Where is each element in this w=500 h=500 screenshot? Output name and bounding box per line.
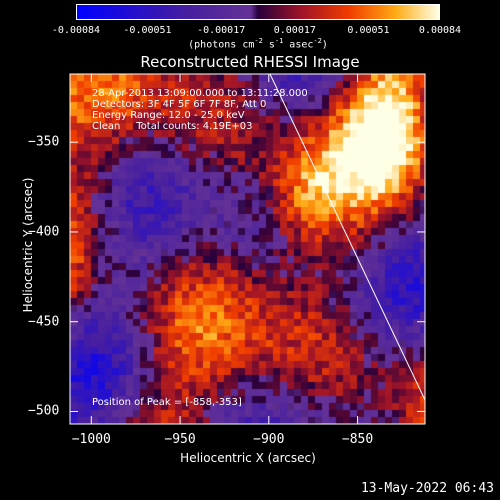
x-tick-label: −900 — [253, 432, 285, 447]
annotation-time: 28-Apr-2013 13:09:00.000 to 13:11:28.000 — [92, 88, 308, 99]
annotation-counts: Clean Total counts: 4.19E+03 — [92, 121, 253, 132]
colorbar-tick-label: -0.00084 — [51, 25, 101, 36]
colorbar-tick-label: 0.00017 — [273, 25, 316, 36]
colorbar-tick-label: -0.00051 — [123, 25, 172, 36]
footer-date: 13-May-2022 06:43 — [360, 481, 494, 496]
heatmap-plot — [70, 74, 425, 424]
y-tick-label: −450 — [28, 314, 60, 330]
chart-title: Reconstructed RHESSI Image — [140, 53, 360, 71]
plot-frame — [69, 73, 426, 425]
x-tick-label: −850 — [341, 432, 374, 447]
x-axis-label: Heliocentric X (arcsec) — [180, 451, 316, 465]
y-axis-label: Heliocentric Y (arcsec) — [21, 177, 36, 313]
x-tick-label: −950 — [164, 432, 196, 447]
peak-position-label: Position of Peak = [-858,-353] — [92, 397, 242, 408]
colorbar — [76, 4, 440, 20]
y-tick-label: −400 — [28, 224, 60, 240]
colorbar-tick-label: 0.00084 — [418, 25, 462, 36]
colorbar-tick-label: -0.00017 — [197, 25, 246, 36]
annotation-energy: Energy Range: 12.0 - 25.0 keV — [92, 110, 245, 121]
y-tick-label: −350 — [28, 134, 60, 150]
solar-limb-line — [269, 73, 426, 401]
annotation-detectors: Detectors: 3F 4F 5F 6F 7F 8F, Att 0 — [92, 99, 267, 110]
y-tick-label: −500 — [28, 403, 60, 419]
colorbar-label: (photons cm-2 s-1 asec-2) — [188, 37, 328, 51]
axis-ticks — [70, 74, 425, 424]
x-tick-label: −1000 — [71, 432, 111, 447]
colorbar-tick-label: 0.00051 — [347, 25, 390, 36]
